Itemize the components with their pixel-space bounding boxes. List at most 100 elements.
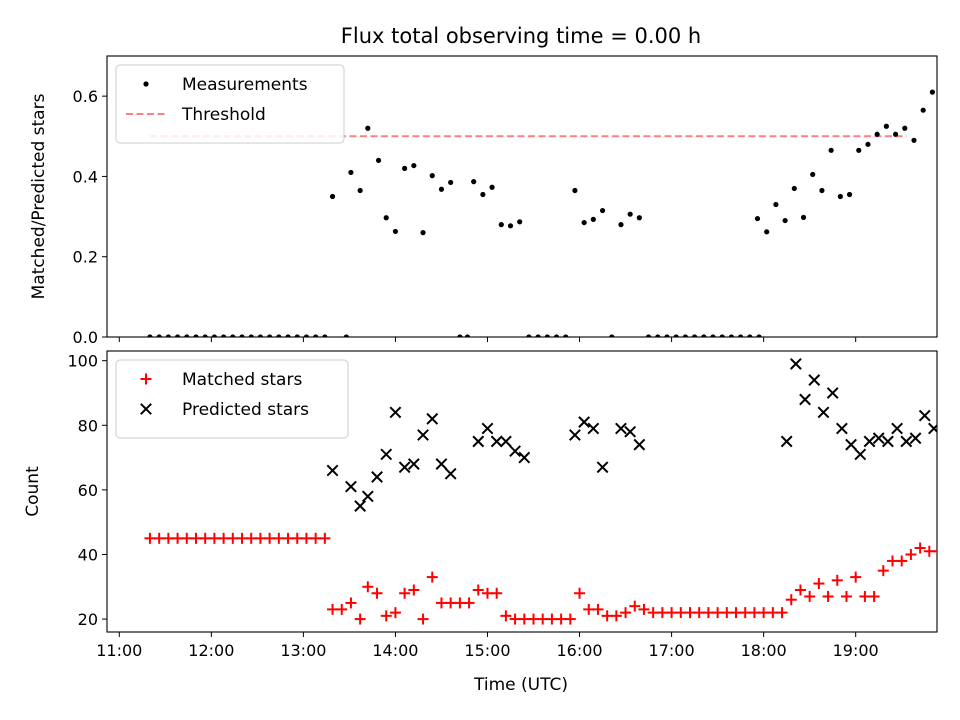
predicted-stars-point <box>472 435 485 448</box>
axes-frame <box>106 350 938 633</box>
y-tick-label: 100 <box>67 352 98 371</box>
measurements-panel: 0.0 0.2 0.4 0.6 Matched/Predicted stars Measu… <box>29 55 938 347</box>
predicted-stars-point <box>633 438 646 451</box>
measurements-point <box>911 137 917 143</box>
predicted-stars-point <box>863 435 876 448</box>
matched-stars-point <box>426 571 438 583</box>
matched-stars-point <box>227 532 239 544</box>
matched-stars-point <box>914 542 926 554</box>
measurements-point <box>535 334 541 337</box>
matched-stars-point <box>454 597 466 609</box>
measurements-point <box>489 184 495 190</box>
x-axis-label: Time (UTC) <box>473 675 568 695</box>
matched-stars-point <box>245 532 257 544</box>
matched-stars-point <box>684 607 696 619</box>
matched-stars-point <box>721 607 733 619</box>
matched-stars-point <box>518 613 530 625</box>
measurements-point <box>211 334 217 337</box>
x-tick-label: 12:00 <box>188 641 234 660</box>
x-tick-label: 19:00 <box>833 641 879 660</box>
measurements-point <box>457 334 463 337</box>
measurements-point <box>837 193 843 200</box>
measurements-point <box>480 191 486 198</box>
predicted-stars-point <box>845 438 857 451</box>
matched-stars-point <box>933 550 937 553</box>
measurements-point <box>498 222 504 228</box>
measurements-point <box>267 334 273 337</box>
matched-stars-point <box>264 532 276 544</box>
measurements-point <box>303 334 310 337</box>
measurements-point <box>375 157 382 163</box>
measurements-point <box>230 334 236 337</box>
matched-stars-point <box>310 532 322 544</box>
predicted-stars-point <box>835 422 848 435</box>
plot-area <box>147 89 935 337</box>
matched-stars-point <box>537 613 549 625</box>
matched-stars-point <box>190 532 202 544</box>
predicted-stars-point <box>881 435 894 448</box>
predicted-stars-point <box>596 461 609 474</box>
matched-stars-point <box>399 587 411 599</box>
x-tick-label: 11:00 <box>96 641 142 660</box>
measurements-point <box>420 230 426 236</box>
predicted-stars-point <box>407 458 420 470</box>
predicted-stars-point <box>481 422 494 435</box>
predicted-stars-point <box>909 432 922 445</box>
predicted-stars-point <box>615 422 627 435</box>
measurements-point <box>329 193 336 200</box>
matched-stars-point <box>850 571 862 583</box>
matched-stars-point <box>435 597 447 609</box>
measurements-point <box>348 169 354 176</box>
legend-swatch <box>143 81 149 87</box>
predicted-stars-point <box>918 409 931 422</box>
predicted-stars-point <box>780 435 793 448</box>
measurements-point <box>448 179 454 186</box>
matched-stars-point <box>345 597 357 609</box>
legend-swatch <box>140 403 152 415</box>
measurements-point <box>747 334 753 337</box>
measurements-point <box>828 147 834 153</box>
matched-stars-point <box>254 532 266 544</box>
measurements-point <box>438 186 445 192</box>
measurements-point <box>248 334 254 337</box>
matched-stars-point <box>463 597 475 609</box>
measurements-point <box>874 131 880 137</box>
measurements-point <box>764 229 770 235</box>
measurements-point <box>220 334 227 337</box>
matched-stars-point <box>656 607 668 619</box>
predicted-stars-point <box>578 416 591 428</box>
x-tick-label: 15:00 <box>464 641 510 660</box>
measurements-point <box>365 125 371 131</box>
legend: Matched stars Predicted stars <box>115 359 349 439</box>
measurements-point <box>383 215 389 221</box>
measurements-point <box>174 334 181 337</box>
matched-stars-point <box>273 532 285 544</box>
matched-stars-point <box>813 578 825 590</box>
legend-entry-label: Predicted stars <box>182 400 309 420</box>
measurements-point <box>819 187 825 194</box>
x-tick-label: 17:00 <box>649 641 695 660</box>
measurements-point <box>609 334 615 337</box>
measurements-point <box>673 334 679 337</box>
predicted-stars-point <box>499 435 512 448</box>
matched-stars-point <box>481 587 493 599</box>
measurements-point <box>507 223 514 229</box>
matched-stars-point <box>371 587 383 599</box>
measurements-point <box>719 334 725 337</box>
predicted-stars-point <box>509 445 522 458</box>
predicted-stars-point <box>789 358 802 370</box>
legend: Measurements Threshold <box>115 64 345 144</box>
measurements-point <box>202 334 208 337</box>
predicted-stars-point <box>569 429 581 441</box>
measurements-point <box>865 141 871 147</box>
measurements-point <box>156 334 162 337</box>
measurements-point <box>257 334 264 337</box>
predicted-stars-point <box>380 448 393 461</box>
legend-entry-label: Threshold <box>181 105 266 125</box>
matched-stars-point <box>218 532 230 544</box>
matched-stars-point <box>408 584 420 596</box>
matched-stars-point <box>610 610 622 622</box>
predicted-stars-point <box>808 374 821 386</box>
matched-stars-point <box>380 610 392 622</box>
predicted-stars-point <box>435 458 448 470</box>
